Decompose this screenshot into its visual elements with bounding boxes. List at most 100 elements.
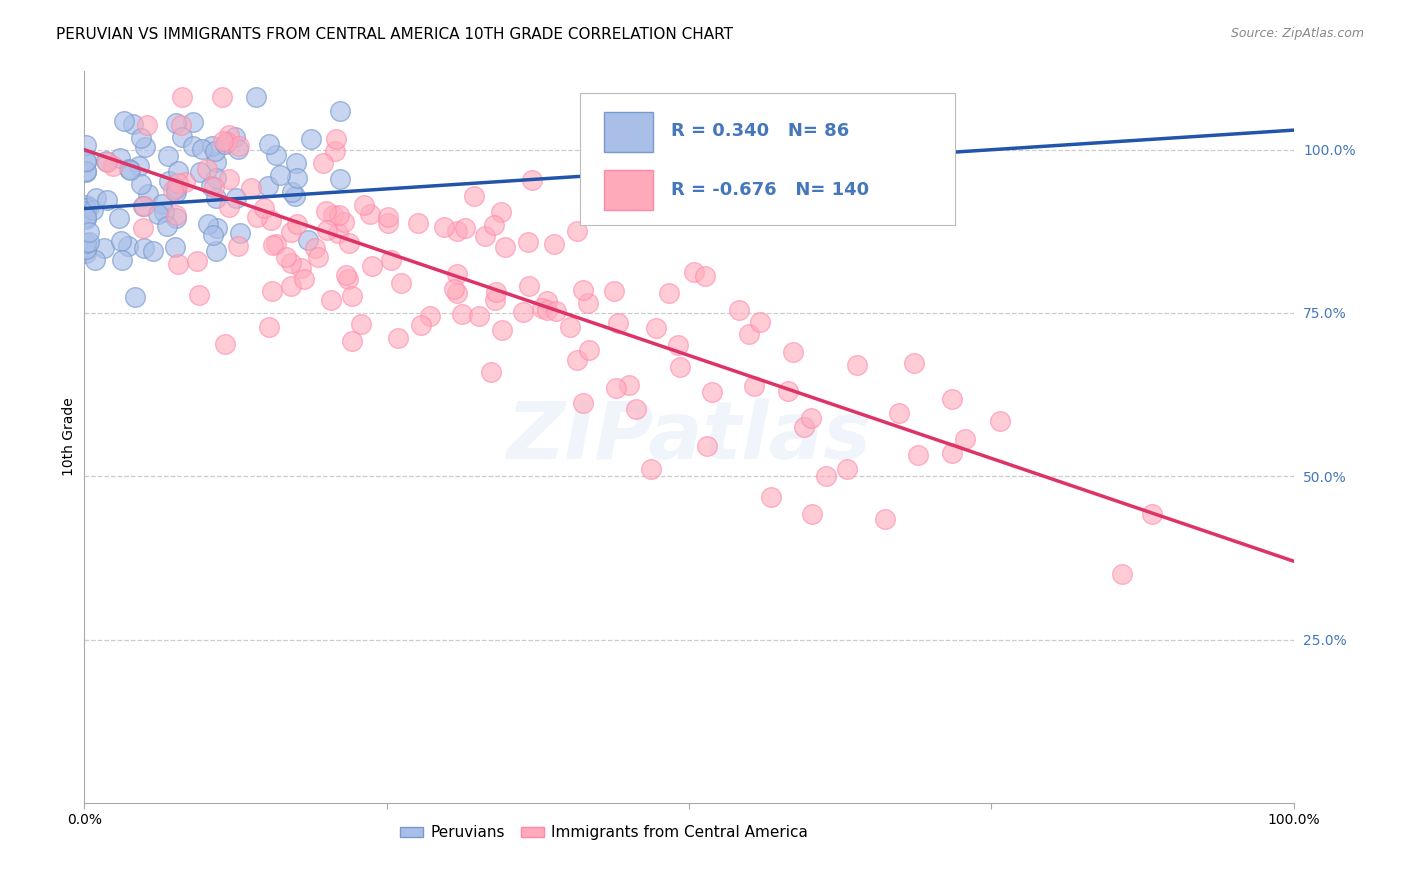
Point (727, 303, 749, 318)
Point (264, 148, 287, 162)
Point (333, 215, 356, 229)
Point (337, 272, 360, 286)
Point (156, 219, 179, 234)
Point (150, 197, 173, 211)
Point (484, 293, 506, 308)
Point (377, 216, 399, 230)
Point (359, 207, 381, 221)
Point (450, 307, 472, 321)
Point (259, 136, 281, 151)
Point (292, 271, 315, 285)
Point (350, 317, 373, 331)
Text: Source: ZipAtlas.com: Source: ZipAtlas.com (1230, 27, 1364, 40)
Point (165, 211, 187, 225)
Point (578, 343, 600, 358)
Point (673, 161, 696, 175)
Point (696, 439, 718, 453)
Point (742, 379, 765, 393)
Text: R = -0.676   N= 140: R = -0.676 N= 140 (671, 181, 869, 199)
Point (274, 250, 297, 264)
Text: R = 0.340   N= 86: R = 0.340 N= 86 (671, 122, 849, 140)
Point (1111, 566, 1133, 581)
Point (118, 163, 141, 178)
Point (262, 284, 284, 298)
Point (903, 356, 925, 370)
Point (361, 259, 384, 273)
Point (474, 229, 496, 244)
Point (572, 396, 595, 410)
Point (225, 190, 247, 204)
Point (941, 446, 963, 460)
Point (536, 303, 558, 318)
Point (907, 448, 929, 462)
Point (93, 241, 115, 255)
Point (129, 131, 152, 145)
Point (284, 189, 307, 203)
Point (111, 252, 134, 267)
Point (245, 90, 267, 104)
Point (195, 162, 218, 177)
Point (658, 286, 681, 301)
Point (531, 301, 554, 315)
Point (228, 139, 250, 153)
Point (75, 154, 97, 169)
Point (75, 198, 97, 212)
Point (165, 180, 187, 194)
Point (204, 191, 226, 205)
Point (214, 136, 236, 151)
Point (835, 462, 858, 476)
Point (489, 204, 512, 219)
Point (204, 154, 226, 169)
FancyBboxPatch shape (581, 94, 955, 225)
Point (228, 226, 250, 240)
Point (112, 114, 135, 128)
Point (146, 207, 169, 221)
Point (117, 161, 139, 176)
Point (188, 165, 211, 179)
Point (75, 165, 97, 179)
Point (165, 182, 187, 196)
Point (319, 293, 342, 307)
Point (75, 201, 97, 215)
Point (215, 135, 238, 149)
Point (446, 268, 468, 282)
Point (269, 168, 291, 182)
Point (433, 219, 456, 234)
Point (136, 187, 159, 202)
Point (491, 323, 513, 337)
Point (485, 285, 508, 300)
Point (389, 277, 412, 291)
Point (136, 118, 159, 132)
Point (264, 236, 287, 251)
Point (536, 293, 558, 308)
Point (322, 209, 344, 223)
Point (290, 260, 312, 275)
Point (124, 290, 146, 304)
Point (481, 365, 503, 379)
Point (329, 103, 352, 118)
Point (205, 170, 228, 185)
Point (558, 320, 581, 334)
Point (132, 199, 155, 213)
Point (380, 253, 402, 268)
Point (285, 217, 308, 231)
Point (166, 164, 188, 178)
Point (75, 246, 97, 260)
Point (96, 194, 118, 208)
Point (565, 224, 588, 238)
Point (172, 130, 194, 145)
Point (953, 432, 976, 446)
Point (165, 185, 187, 199)
Point (77, 225, 100, 239)
Point (75, 137, 97, 152)
Point (337, 235, 360, 250)
Point (299, 132, 322, 146)
Point (181, 115, 204, 129)
Point (280, 279, 302, 293)
Point (162, 183, 184, 197)
Point (172, 90, 194, 104)
Point (200, 139, 222, 153)
Point (75, 236, 97, 251)
Point (153, 204, 176, 219)
Point (543, 236, 565, 251)
